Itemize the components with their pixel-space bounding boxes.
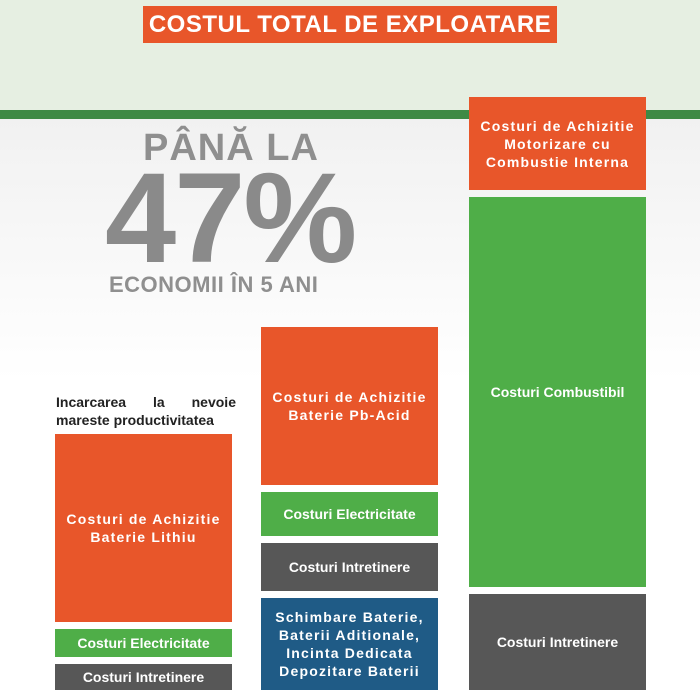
bar-0-segment-2: Costuri de Achizitie Baterie Lithiu — [55, 434, 232, 622]
bar-2-segment-2: Costuri de Achizitie Motorizare cu Combu… — [469, 97, 646, 190]
bar-0-segment-1: Costuri Electricitate — [55, 629, 232, 657]
bar-1-segment-0: Schimbare Baterie, Baterii Aditionale, I… — [261, 598, 438, 690]
chart-title: COSTUL TOTAL DE EXPLOATARE — [143, 6, 557, 43]
savings-percent: 47% — [105, 147, 357, 290]
bar-1-segment-2: Costuri Electricitate — [261, 492, 438, 536]
bar-2-segment-0: Costuri Intretinere — [469, 594, 646, 690]
savings-prefix: PÂNĂ LA — [143, 127, 319, 169]
bar-2-segment-1: Costuri Combustibil — [469, 197, 646, 587]
productivity-note: Incarcarea la nevoie mareste productivit… — [56, 394, 236, 428]
header-divider — [0, 110, 700, 119]
bar-1-segment-1: Costuri Intretinere — [261, 543, 438, 591]
savings-suffix: ECONOMII ÎN 5 ANI — [109, 272, 319, 297]
bar-1-segment-3: Costuri de Achizitie Baterie Pb-Acid — [261, 327, 438, 485]
bar-0-segment-0: Costuri Intretinere — [55, 664, 232, 690]
